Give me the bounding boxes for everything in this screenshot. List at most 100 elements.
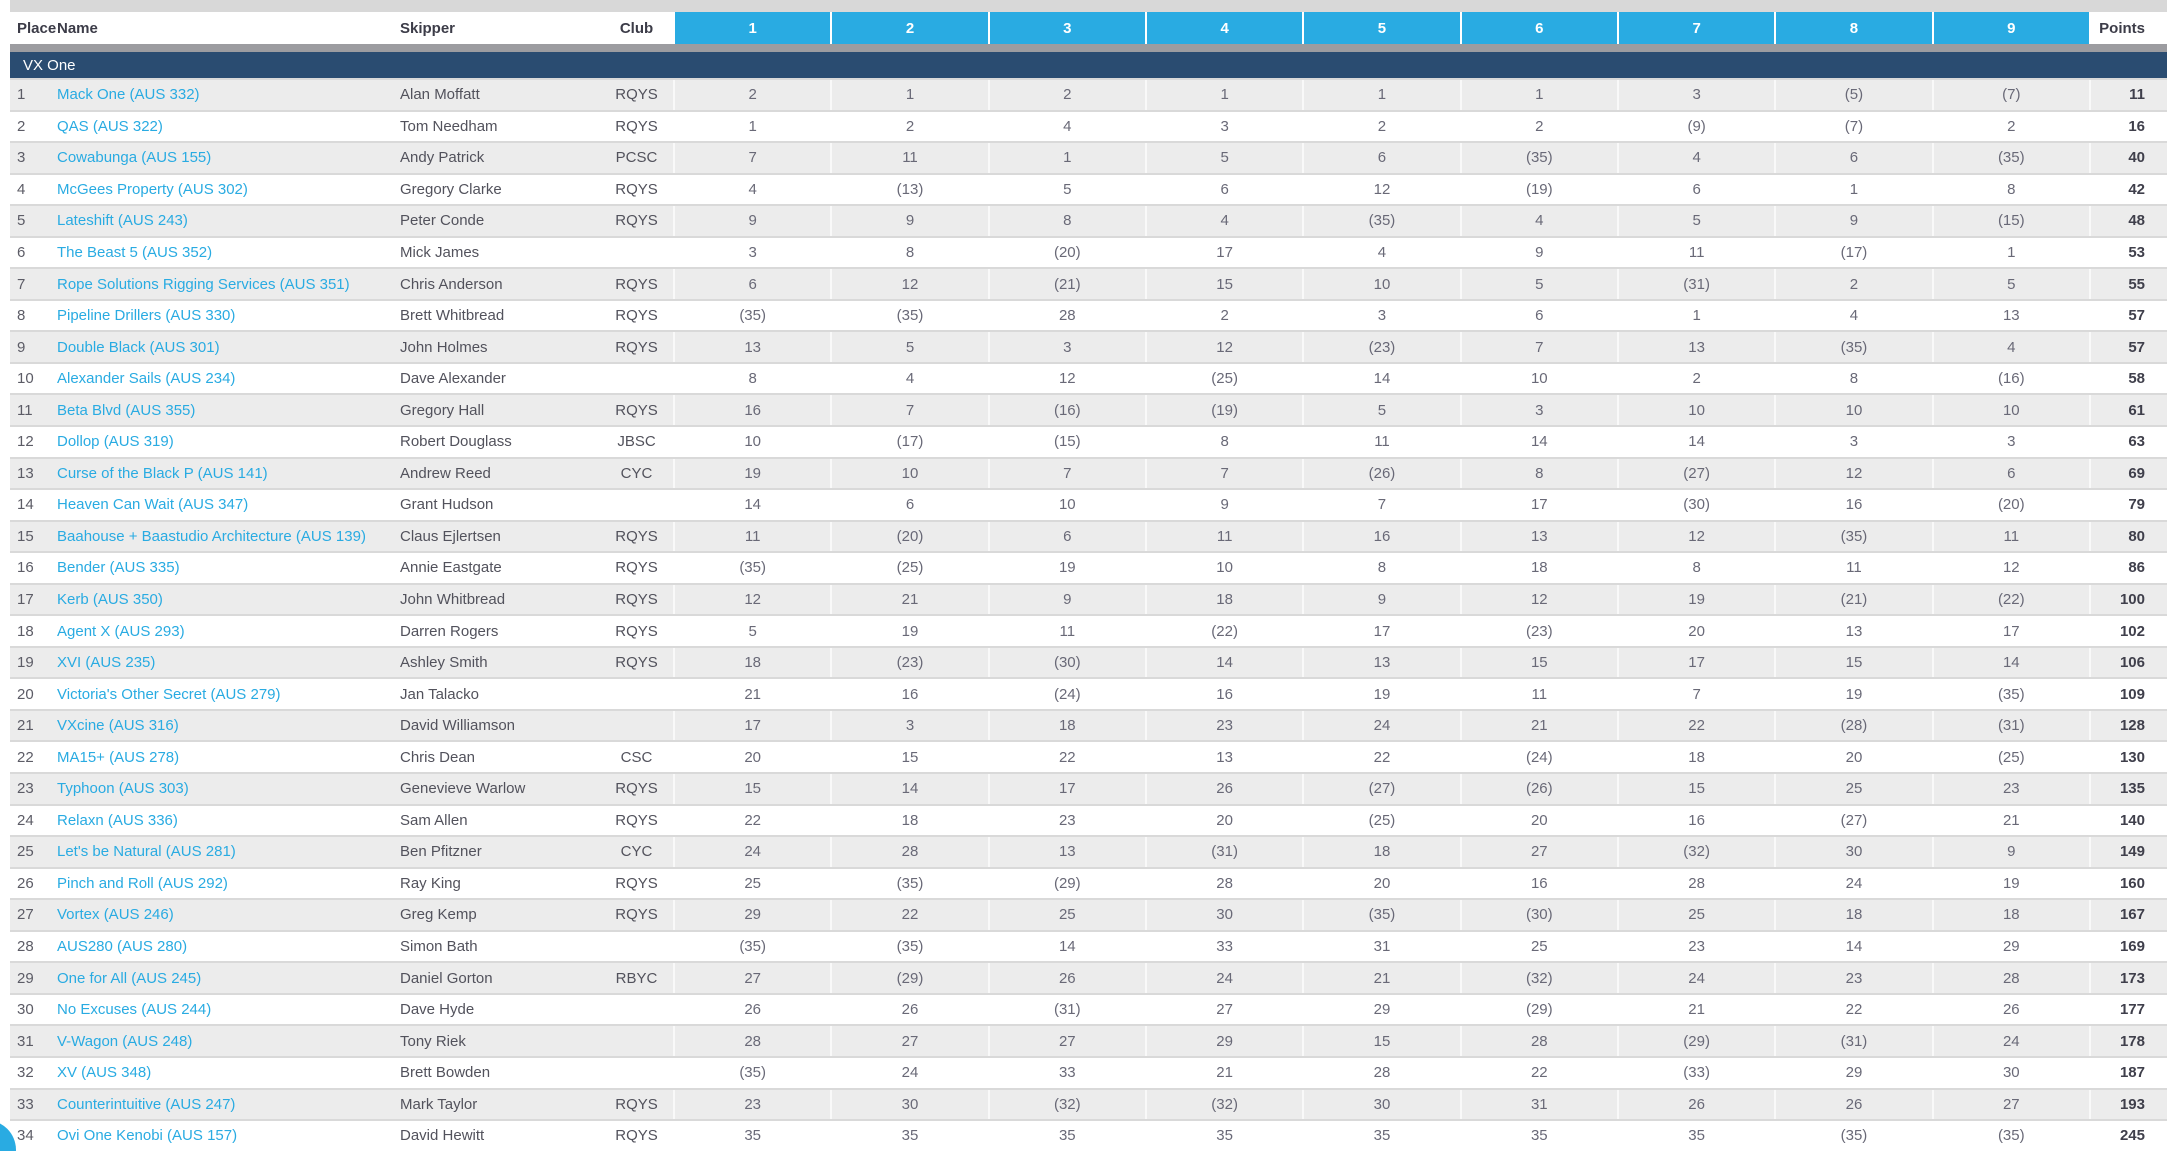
boat-name-link[interactable]: No Excuses (AUS 244) — [57, 1001, 212, 1019]
race-score-cell: 3 — [1774, 427, 1931, 457]
race-score-cell: 1 — [1774, 174, 1931, 205]
boat-name-link[interactable]: Typhoon (AUS 303) — [57, 780, 189, 798]
boat-name-link[interactable]: Pipeline Drillers (AUS 330) — [57, 307, 236, 325]
boat-name-link[interactable]: Cowabunga (AUS 155) — [57, 149, 212, 167]
race-score-cell: 11 — [1144, 521, 1302, 552]
race-score-cell: 5 — [673, 616, 830, 646]
race-score-cell: 27 — [1459, 837, 1617, 867]
boat-name-link[interactable]: Mack One (AUS 332) — [57, 86, 200, 104]
race-score-cell: 25 — [1459, 931, 1617, 962]
race-score-cell: 11 — [1616, 237, 1774, 268]
boat-name-link[interactable]: One for All (AUS 245) — [57, 969, 202, 987]
boat-name-link[interactable]: XV (AUS 348) — [57, 1064, 152, 1082]
points-cell: 177 — [2088, 994, 2167, 1025]
race-score-cell: 1 — [1931, 237, 2089, 268]
club-column-header: Club — [619, 19, 654, 37]
boat-name-link[interactable]: Ovi One Kenobi (AUS 157) — [57, 1127, 238, 1145]
boat-name-link[interactable]: Beta Blvd (AUS 355) — [57, 401, 196, 419]
race-score-cell: 1 — [830, 80, 987, 110]
race-column-header[interactable]: 7 — [1616, 12, 1775, 44]
race-score-cell: (27) — [1302, 774, 1459, 804]
boat-name-link[interactable]: Curse of the Black P (AUS 141) — [57, 464, 268, 482]
boat-name-cell: V-Wagon (AUS 248) — [50, 1033, 400, 1050]
race-score-cell: 16 — [1774, 490, 1931, 520]
boat-name-link[interactable]: Let's be Natural (AUS 281) — [57, 843, 236, 861]
boat-name-link[interactable]: The Beast 5 (AUS 352) — [57, 244, 213, 261]
race-column-header[interactable]: 3 — [987, 12, 1145, 44]
boat-name-link[interactable]: Heaven Can Wait (AUS 347) — [57, 496, 249, 514]
race-score-cell: 2 — [1302, 111, 1459, 142]
race-score-cell: 3 — [1931, 427, 2089, 457]
name-column-header: Name — [57, 19, 98, 37]
skipper-cell: Darren Rogers — [400, 622, 499, 640]
boat-name-cell: McGees Property (AUS 302) — [50, 181, 400, 198]
boat-name-link[interactable]: Bender (AUS 335) — [57, 559, 180, 577]
race-column-header[interactable]: 4 — [1144, 12, 1303, 44]
boat-name-link[interactable]: Agent X (AUS 293) — [57, 622, 185, 640]
club-cell: RBYC — [615, 969, 658, 987]
race-score-cell: (32) — [1616, 837, 1774, 867]
boat-name-link[interactable]: Relaxn (AUS 336) — [57, 811, 178, 829]
race-score-cell: 12 — [1144, 332, 1302, 362]
boat-name-link[interactable]: Victoria's Other Secret (AUS 279) — [57, 685, 281, 703]
race-column-header[interactable]: 2 — [830, 12, 988, 44]
boat-name-link[interactable]: McGees Property (AUS 302) — [57, 180, 248, 198]
boat-name-link[interactable]: Pinch and Roll (AUS 292) — [57, 874, 228, 892]
boat-name-link[interactable]: Rope Solutions Rigging Services (AUS 351… — [57, 275, 350, 293]
race-column-header[interactable]: 1 — [673, 12, 831, 44]
club-cell: RQYS — [615, 86, 658, 104]
boat-name-link[interactable]: Counterintuitive (AUS 247) — [57, 1095, 236, 1113]
boat-name-link[interactable]: Vortex (AUS 246) — [57, 906, 174, 924]
race-score-cell: 8 — [673, 363, 830, 394]
club-cell: RQYS — [615, 338, 658, 356]
race-score-cell: (20) — [1931, 490, 2089, 520]
boat-name-link[interactable]: V-Wagon (AUS 248) — [57, 1032, 193, 1050]
boat-name-link[interactable]: VXcine (AUS 316) — [57, 717, 179, 735]
boat-name-link[interactable]: Baahouse + Baastudio Architecture (AUS 1… — [57, 527, 366, 545]
race-score-cell: 25 — [1774, 774, 1931, 804]
race-score-cell: 35 — [673, 1121, 830, 1151]
skipper-cell: Dave Alexander — [400, 370, 506, 388]
race-score-cell: 33 — [1144, 931, 1302, 962]
race-column-header[interactable]: 5 — [1302, 12, 1460, 44]
place-cell: 17 — [17, 591, 34, 609]
race-score-cell: 21 — [1931, 805, 2089, 836]
table-row: 17 Kerb (AUS 350) John Whitbread RQYS 12 21 9 1… — [10, 582, 2167, 615]
race-column-header[interactable]: 6 — [1459, 12, 1617, 44]
points-cell: 63 — [2088, 427, 2167, 457]
boat-name-link[interactable]: Alexander Sails (AUS 234) — [57, 370, 236, 388]
race-score-cell: 35 — [987, 1121, 1145, 1151]
race-score-cell: (27) — [1774, 805, 1931, 836]
boat-name-link[interactable]: Dollop (AUS 319) — [57, 433, 174, 451]
club-cell: RQYS — [615, 622, 658, 640]
place-cell: 22 — [17, 748, 34, 766]
points-cell: 149 — [2088, 837, 2167, 867]
points-cell: 173 — [2088, 963, 2167, 993]
place-cell: 14 — [17, 496, 34, 514]
race-score-cell: 11 — [1931, 521, 2089, 552]
boat-name-link[interactable]: AUS280 (AUS 280) — [57, 938, 188, 956]
race-score-cell: (24) — [1459, 742, 1617, 773]
boat-name-link[interactable]: Lateshift (AUS 243) — [57, 212, 188, 230]
boat-name-link[interactable]: Kerb (AUS 350) — [57, 591, 163, 609]
race-score-cell: 18 — [1616, 742, 1774, 773]
race-score-cell: 28 — [1931, 963, 2089, 993]
place-cell: 27 — [17, 906, 34, 924]
class-section-title: VX One — [23, 56, 76, 74]
boat-name-link[interactable]: QAS (AUS 322) — [57, 117, 163, 135]
race-score-cell: (26) — [1302, 458, 1459, 489]
race-score-cell: 5 — [1459, 269, 1617, 299]
club-cell: CYC — [620, 843, 653, 861]
race-column-header[interactable]: 9 — [1931, 12, 2089, 44]
race-score-cell: 16 — [830, 679, 987, 709]
points-cell: 135 — [2088, 774, 2167, 804]
skipper-cell: Peter Conde — [400, 212, 485, 230]
boat-name-link[interactable]: XVI (AUS 235) — [57, 654, 156, 672]
boat-name-link[interactable]: MA15+ (AUS 278) — [57, 748, 180, 766]
place-cell: 21 — [17, 717, 34, 735]
race-score-cell: 24 — [1774, 868, 1931, 899]
race-column-header[interactable]: 8 — [1774, 12, 1932, 44]
boat-name-link[interactable]: Double Black (AUS 301) — [57, 338, 220, 356]
place-cell: 25 — [17, 843, 34, 861]
club-cell: RQYS — [615, 307, 658, 325]
